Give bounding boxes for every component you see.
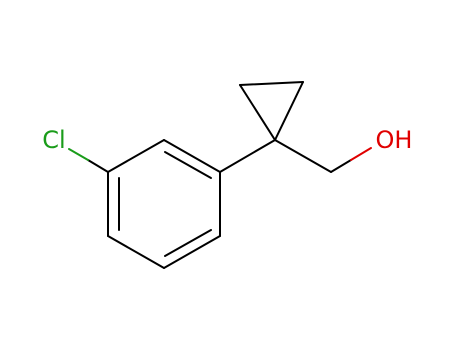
bond xyxy=(330,159,352,173)
atom-label: OH xyxy=(376,126,413,154)
bond xyxy=(163,235,221,269)
bond xyxy=(163,139,221,173)
bond xyxy=(107,139,165,173)
bond xyxy=(107,235,165,269)
bond xyxy=(239,84,276,141)
double-bond xyxy=(164,151,212,179)
benzene-ring xyxy=(107,139,221,269)
double-bond xyxy=(164,229,212,257)
bond xyxy=(219,139,276,173)
bond xyxy=(274,81,304,141)
bond xyxy=(350,147,372,161)
cyclopropane xyxy=(239,81,304,141)
atom-label: Cl xyxy=(42,126,65,154)
bond xyxy=(239,81,304,86)
bond xyxy=(87,159,109,173)
bond xyxy=(68,148,89,161)
bond xyxy=(274,139,332,173)
